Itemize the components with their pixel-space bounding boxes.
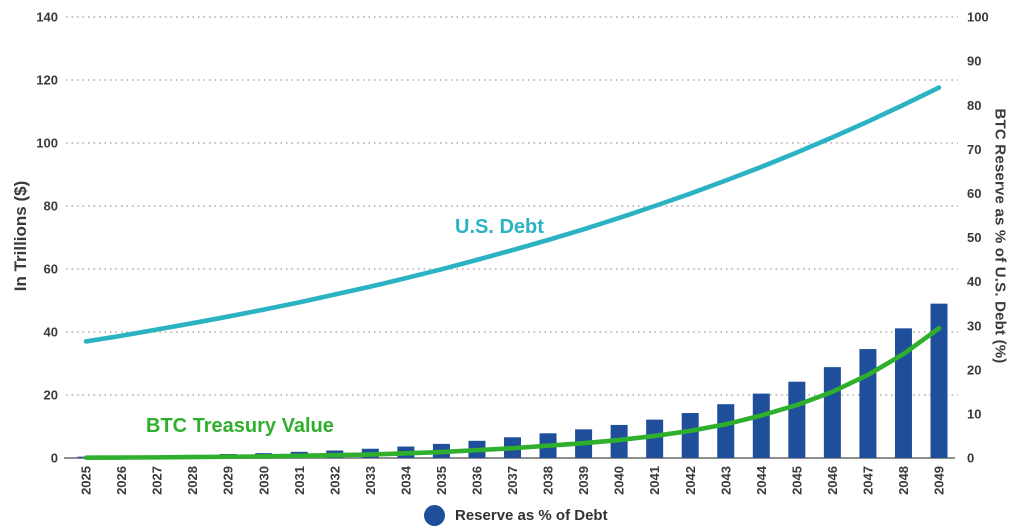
x-axis-tick-label: 2031 xyxy=(292,466,307,495)
x-axis-tick-label: 2034 xyxy=(398,465,413,495)
bar xyxy=(823,367,841,458)
right-axis-tick-label: 0 xyxy=(967,451,974,466)
x-axis-tick-label: 2036 xyxy=(470,466,485,495)
x-axis-tick-label: 2028 xyxy=(185,466,200,495)
x-axis-tick-label: 2032 xyxy=(327,466,342,495)
right-axis-tick-label: 60 xyxy=(967,186,981,201)
legend-label: Reserve as % of Debt xyxy=(455,507,608,524)
right-axis-tick-label: 10 xyxy=(967,406,981,421)
x-axis-tick-label: 2025 xyxy=(79,466,94,495)
right-axis-tick-label: 90 xyxy=(967,54,981,69)
x-axis-tick-label: 2049 xyxy=(932,466,947,495)
x-axis-tick-label: 2041 xyxy=(647,466,662,495)
x-axis-tick-label: 2029 xyxy=(221,466,236,495)
bar xyxy=(717,404,735,458)
legend: Reserve as % of Debt xyxy=(424,505,608,526)
left-axis-tick-label: 20 xyxy=(44,388,58,403)
btc-treasury-series-label: BTC Treasury Value xyxy=(146,415,334,437)
x-axis-tick-label: 2039 xyxy=(576,466,591,495)
right-axis-tick-label: 20 xyxy=(967,362,981,377)
x-axis-tick-label: 2037 xyxy=(505,466,520,495)
left-axis-title: In Trillions ($) xyxy=(11,180,30,292)
x-axis-tick-label: 2042 xyxy=(683,466,698,495)
bar xyxy=(788,381,806,458)
x-axis-tick-label: 2046 xyxy=(825,466,840,495)
right-axis-tick-label: 30 xyxy=(967,318,981,333)
x-axis-tick-label: 2030 xyxy=(256,466,271,495)
x-axis-tick-label: 2026 xyxy=(114,466,129,495)
x-axis-tick-label: 2038 xyxy=(541,466,556,495)
bar xyxy=(646,419,664,458)
x-axis-tick-label: 2048 xyxy=(896,466,911,495)
right-axis-tick-label: 80 xyxy=(967,98,981,113)
x-axis-tick-label: 2044 xyxy=(754,465,769,495)
x-axis-tick-label: 2047 xyxy=(860,466,875,495)
us-debt-series-label: U.S. Debt xyxy=(455,216,544,238)
x-axis-tick-label: 2033 xyxy=(363,466,378,495)
x-axis-tick-label: 2040 xyxy=(612,466,627,495)
x-axis-tick-label: 2035 xyxy=(434,466,449,495)
x-axis-tick-label: 2027 xyxy=(150,466,165,495)
bar xyxy=(681,413,699,458)
right-axis-tick-label: 70 xyxy=(967,142,981,157)
left-axis-tick-label: 40 xyxy=(44,325,58,340)
right-axis-tick-label: 100 xyxy=(967,10,989,25)
us-debt-line xyxy=(83,85,942,344)
bar xyxy=(894,328,912,458)
right-axis-title: BTC Reserve as % of U.S. Debt (%) xyxy=(991,108,1009,364)
left-axis-tick-label: 80 xyxy=(44,199,58,214)
x-axis-tick-label: 2043 xyxy=(718,466,733,495)
right-axis-tick-label: 40 xyxy=(967,274,981,289)
bar xyxy=(859,349,877,458)
left-axis-tick-label: 60 xyxy=(44,262,58,277)
legend-circle-icon xyxy=(424,505,445,526)
bar xyxy=(752,393,770,458)
left-axis-tick-label: 100 xyxy=(36,136,58,151)
x-axis-tick-label: 2045 xyxy=(789,466,804,495)
right-axis-tick-label: 50 xyxy=(967,230,981,245)
btc-treasury-line xyxy=(83,325,942,460)
left-axis-tick-label: 120 xyxy=(36,73,58,88)
left-axis-tick-label: 140 xyxy=(36,10,58,25)
left-axis-tick-label: 0 xyxy=(51,451,58,466)
bar xyxy=(930,303,948,458)
